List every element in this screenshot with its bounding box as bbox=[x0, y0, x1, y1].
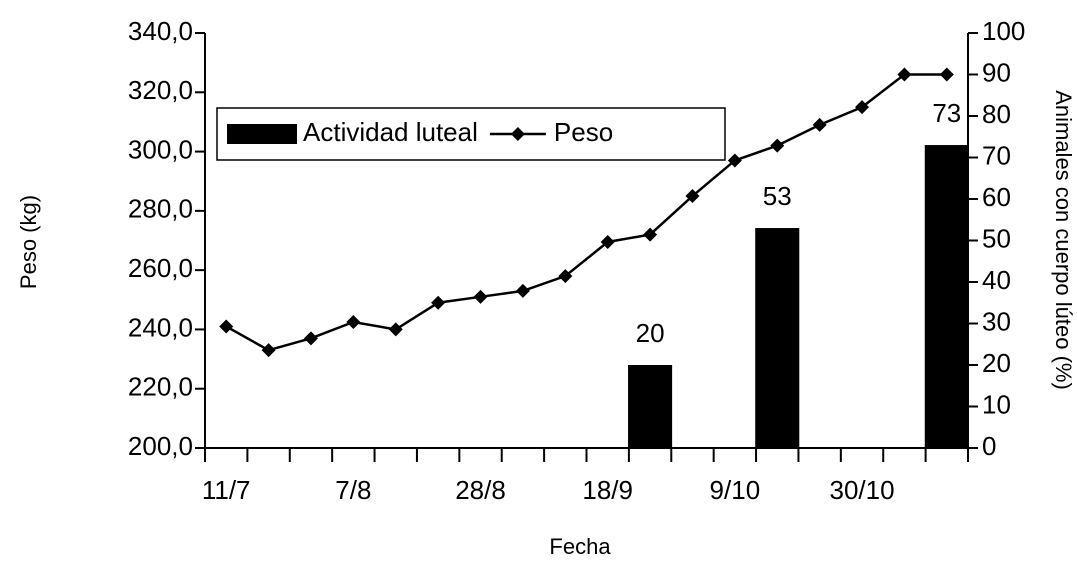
bar bbox=[628, 365, 673, 448]
y2-tick-label: 20 bbox=[982, 348, 1011, 378]
y-tick-label: 280,0 bbox=[128, 194, 193, 224]
data-label: 73 bbox=[932, 98, 961, 128]
marker bbox=[727, 153, 742, 168]
y-axis-title: Peso (kg) bbox=[16, 195, 41, 289]
marker bbox=[855, 100, 870, 115]
marker bbox=[346, 315, 361, 330]
legend-label: Actividad luteal bbox=[303, 117, 478, 147]
y2-tick-label: 100 bbox=[982, 16, 1025, 46]
x-tick-label: 28/8 bbox=[455, 475, 506, 505]
y2-tick-label: 60 bbox=[982, 182, 1011, 212]
marker bbox=[770, 138, 785, 153]
x-tick-label: 11/7 bbox=[202, 475, 251, 505]
marker bbox=[558, 269, 573, 284]
legend-box bbox=[216, 107, 726, 161]
marker bbox=[388, 322, 403, 337]
marker bbox=[515, 283, 530, 298]
x-tick-label: 7/8 bbox=[335, 475, 371, 505]
y2-tick-label: 0 bbox=[982, 431, 996, 461]
y2-tick-label: 50 bbox=[982, 223, 1011, 253]
bar bbox=[924, 145, 969, 449]
y-tick-label: 320,0 bbox=[128, 75, 193, 105]
marker bbox=[473, 289, 488, 304]
x-tick-label: 30/10 bbox=[829, 475, 894, 505]
marker bbox=[431, 295, 446, 310]
y2-tick-label: 90 bbox=[982, 57, 1011, 87]
marker bbox=[219, 319, 234, 334]
y2-tick-label: 30 bbox=[982, 306, 1011, 336]
marker bbox=[897, 67, 912, 82]
line bbox=[225, 73, 947, 352]
y2-tick-label: 70 bbox=[982, 140, 1011, 170]
marker bbox=[812, 117, 827, 132]
data-label: 53 bbox=[763, 181, 792, 211]
y2-axis-title: Animales con cuerpo lúteo (%) bbox=[1051, 90, 1076, 390]
bar bbox=[755, 228, 800, 448]
legend-label: Peso bbox=[554, 117, 613, 147]
y2-tick-label: 40 bbox=[982, 265, 1011, 295]
marker bbox=[643, 227, 658, 242]
y-tick-label: 260,0 bbox=[128, 253, 193, 283]
marker bbox=[261, 343, 276, 358]
marker bbox=[685, 189, 700, 204]
y-tick-label: 220,0 bbox=[128, 372, 193, 402]
data-label: 20 bbox=[636, 318, 665, 348]
marker bbox=[939, 67, 954, 82]
marker bbox=[600, 234, 615, 249]
marker bbox=[303, 331, 318, 346]
legend-swatch bbox=[510, 127, 525, 141]
x-tick-label: 18/9 bbox=[582, 475, 633, 505]
x-tick-label: 9/10 bbox=[710, 475, 761, 505]
y-tick-label: 200,0 bbox=[128, 431, 193, 461]
y-tick-label: 300,0 bbox=[128, 134, 193, 164]
x-axis-title: Fecha bbox=[549, 534, 611, 559]
legend-swatch bbox=[227, 124, 297, 144]
y2-tick-label: 80 bbox=[982, 99, 1011, 129]
y-tick-label: 340,0 bbox=[128, 16, 193, 46]
y2-tick-label: 10 bbox=[982, 389, 1011, 419]
y-tick-label: 240,0 bbox=[128, 312, 193, 342]
